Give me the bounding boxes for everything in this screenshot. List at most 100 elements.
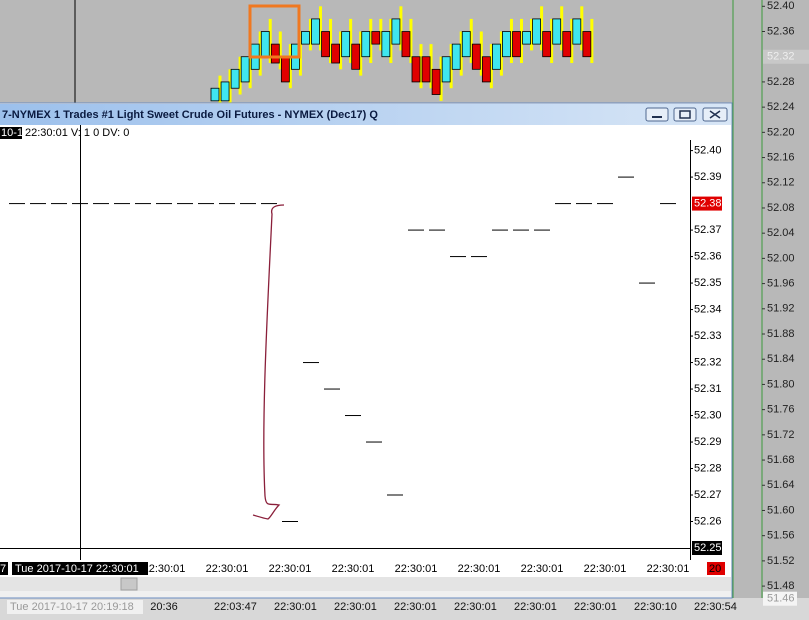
x-tick-label: 22:30:01 (514, 601, 557, 613)
y-tick-label: 52.20 (767, 126, 795, 138)
candle-body (542, 31, 552, 58)
y-tick-label: 52.35 (694, 277, 722, 289)
x-tick-label: 22:30:01 (269, 563, 312, 575)
y-tick-label: 51.56 (767, 530, 795, 542)
candle-body (351, 43, 361, 70)
last-price: 52.32 (767, 51, 795, 63)
y-tick-label: 52.36 (767, 25, 795, 37)
minimize-button[interactable] (645, 107, 669, 122)
trades-window: 7-NYMEX 1 Trades #1 Light Sweet Crude Oi… (0, 102, 733, 599)
candle-body (491, 43, 501, 70)
candle-body (260, 31, 270, 58)
y-tick-label: 52.26 (694, 515, 722, 527)
info-text: 22:30:01 V: 1 0 DV: 0 (25, 127, 129, 139)
x-tick-label: 20:36 (150, 601, 178, 613)
candle-body (562, 31, 572, 58)
candle-body (391, 18, 401, 45)
y-tick-label: 52.08 (767, 202, 795, 214)
x-tick-label: 22:30:01 (334, 601, 377, 613)
y-tick-label: 51.76 (767, 404, 795, 416)
y-tick-label: 52.31 (694, 383, 722, 395)
y-tick-label: 51.92 (767, 303, 795, 315)
y-tick-label: 52.39 (694, 171, 722, 183)
maximize-icon (679, 110, 691, 119)
candle-body (361, 31, 371, 58)
window-title: 7-NYMEX 1 Trades #1 Light Sweet Crude Oi… (2, 109, 378, 121)
x-tick-label: 22:30:01 (206, 563, 249, 575)
annotation-bracket (252, 204, 285, 520)
x-edge-label: 7 (0, 563, 6, 575)
y-tick-label: 52.32 (694, 356, 722, 368)
candle-body (280, 56, 290, 83)
y-tick-label: 51.48 (767, 580, 795, 592)
y-tick-label: 51.52 (767, 555, 795, 567)
y-tick-label: 51.68 (767, 454, 795, 466)
x-tick-label: 22:30:01 (395, 563, 438, 575)
cursor-box (12, 562, 148, 575)
y-tick-label: 52.37 (694, 224, 722, 236)
x-tick-label: 22:30:01 (458, 563, 501, 575)
candle-body (451, 43, 461, 70)
candle-body (311, 18, 320, 45)
y-tick-label: 51.80 (767, 378, 795, 390)
x-tick-label: 22:03:47 (214, 601, 257, 613)
candle-body (341, 31, 351, 58)
info-date-box (0, 127, 22, 139)
x-tick-label: 22:30:01 (143, 563, 186, 575)
candle-body (431, 68, 441, 95)
y-tick-label: 52.28 (767, 76, 795, 88)
x-end-label: 20 (709, 563, 721, 575)
x-cursor-label: Tue 2017-10-17 22:30:01 (15, 563, 139, 575)
y-tick-label: 52.33 (694, 330, 722, 342)
y-tick-label: 52.34 (694, 303, 722, 315)
x-cursor-label: Tue 2017-10-17 20:19:18 (10, 601, 134, 613)
last-price: 52.38 (694, 197, 722, 209)
y-tick-label: 52.16 (767, 151, 795, 163)
candle-body (301, 31, 310, 45)
x-tick-label: 22:30:10 (634, 601, 677, 613)
candle-body (210, 87, 220, 102)
y-tick-label: 52.30 (694, 409, 722, 421)
scroll-thumb[interactable] (120, 577, 138, 591)
candle-body (401, 31, 411, 58)
y-tick-label: 51.72 (767, 429, 795, 441)
y-tick-label: 51.64 (767, 479, 795, 491)
candle-body (371, 31, 381, 45)
y-tick-label: 51.84 (767, 353, 795, 365)
x-tick-label: 22:30:01 (454, 601, 497, 613)
x-tick-label: 22:30:54 (694, 601, 737, 613)
y-tick-label: 52.28 (694, 462, 722, 474)
y-tick-label: 52.00 (767, 252, 795, 264)
end-box (707, 562, 725, 575)
candle-body (220, 81, 230, 102)
y-tick-label: 52.36 (694, 250, 722, 262)
scrollbar[interactable] (0, 577, 731, 591)
info-date: 10-17 (1, 127, 29, 139)
candle-body (582, 31, 592, 58)
x-tick-label: 22:30:01 (274, 601, 317, 613)
candle-body (572, 18, 582, 45)
candle-body (331, 43, 341, 64)
highlight-box (248, 4, 301, 59)
candle-body (522, 31, 531, 45)
cursor-price: 51.46 (767, 593, 795, 605)
time-axis (0, 598, 809, 620)
candle-body (270, 43, 280, 64)
candle-body (512, 31, 521, 58)
candle-body (552, 18, 562, 45)
candle-body (321, 31, 330, 58)
cursor-box (7, 600, 143, 614)
last-price-box (763, 49, 809, 64)
candle-body (421, 56, 431, 83)
y-tick-label: 51.88 (767, 328, 795, 340)
candle-body (381, 31, 391, 58)
y-tick-label: 52.27 (694, 489, 722, 501)
candle-body (411, 56, 421, 83)
candle-body (502, 31, 511, 58)
y-tick-label: 52.04 (767, 227, 795, 239)
maximize-button[interactable] (673, 107, 697, 122)
y-tick-label: 52.40 (694, 145, 722, 157)
candle-body (461, 31, 471, 58)
